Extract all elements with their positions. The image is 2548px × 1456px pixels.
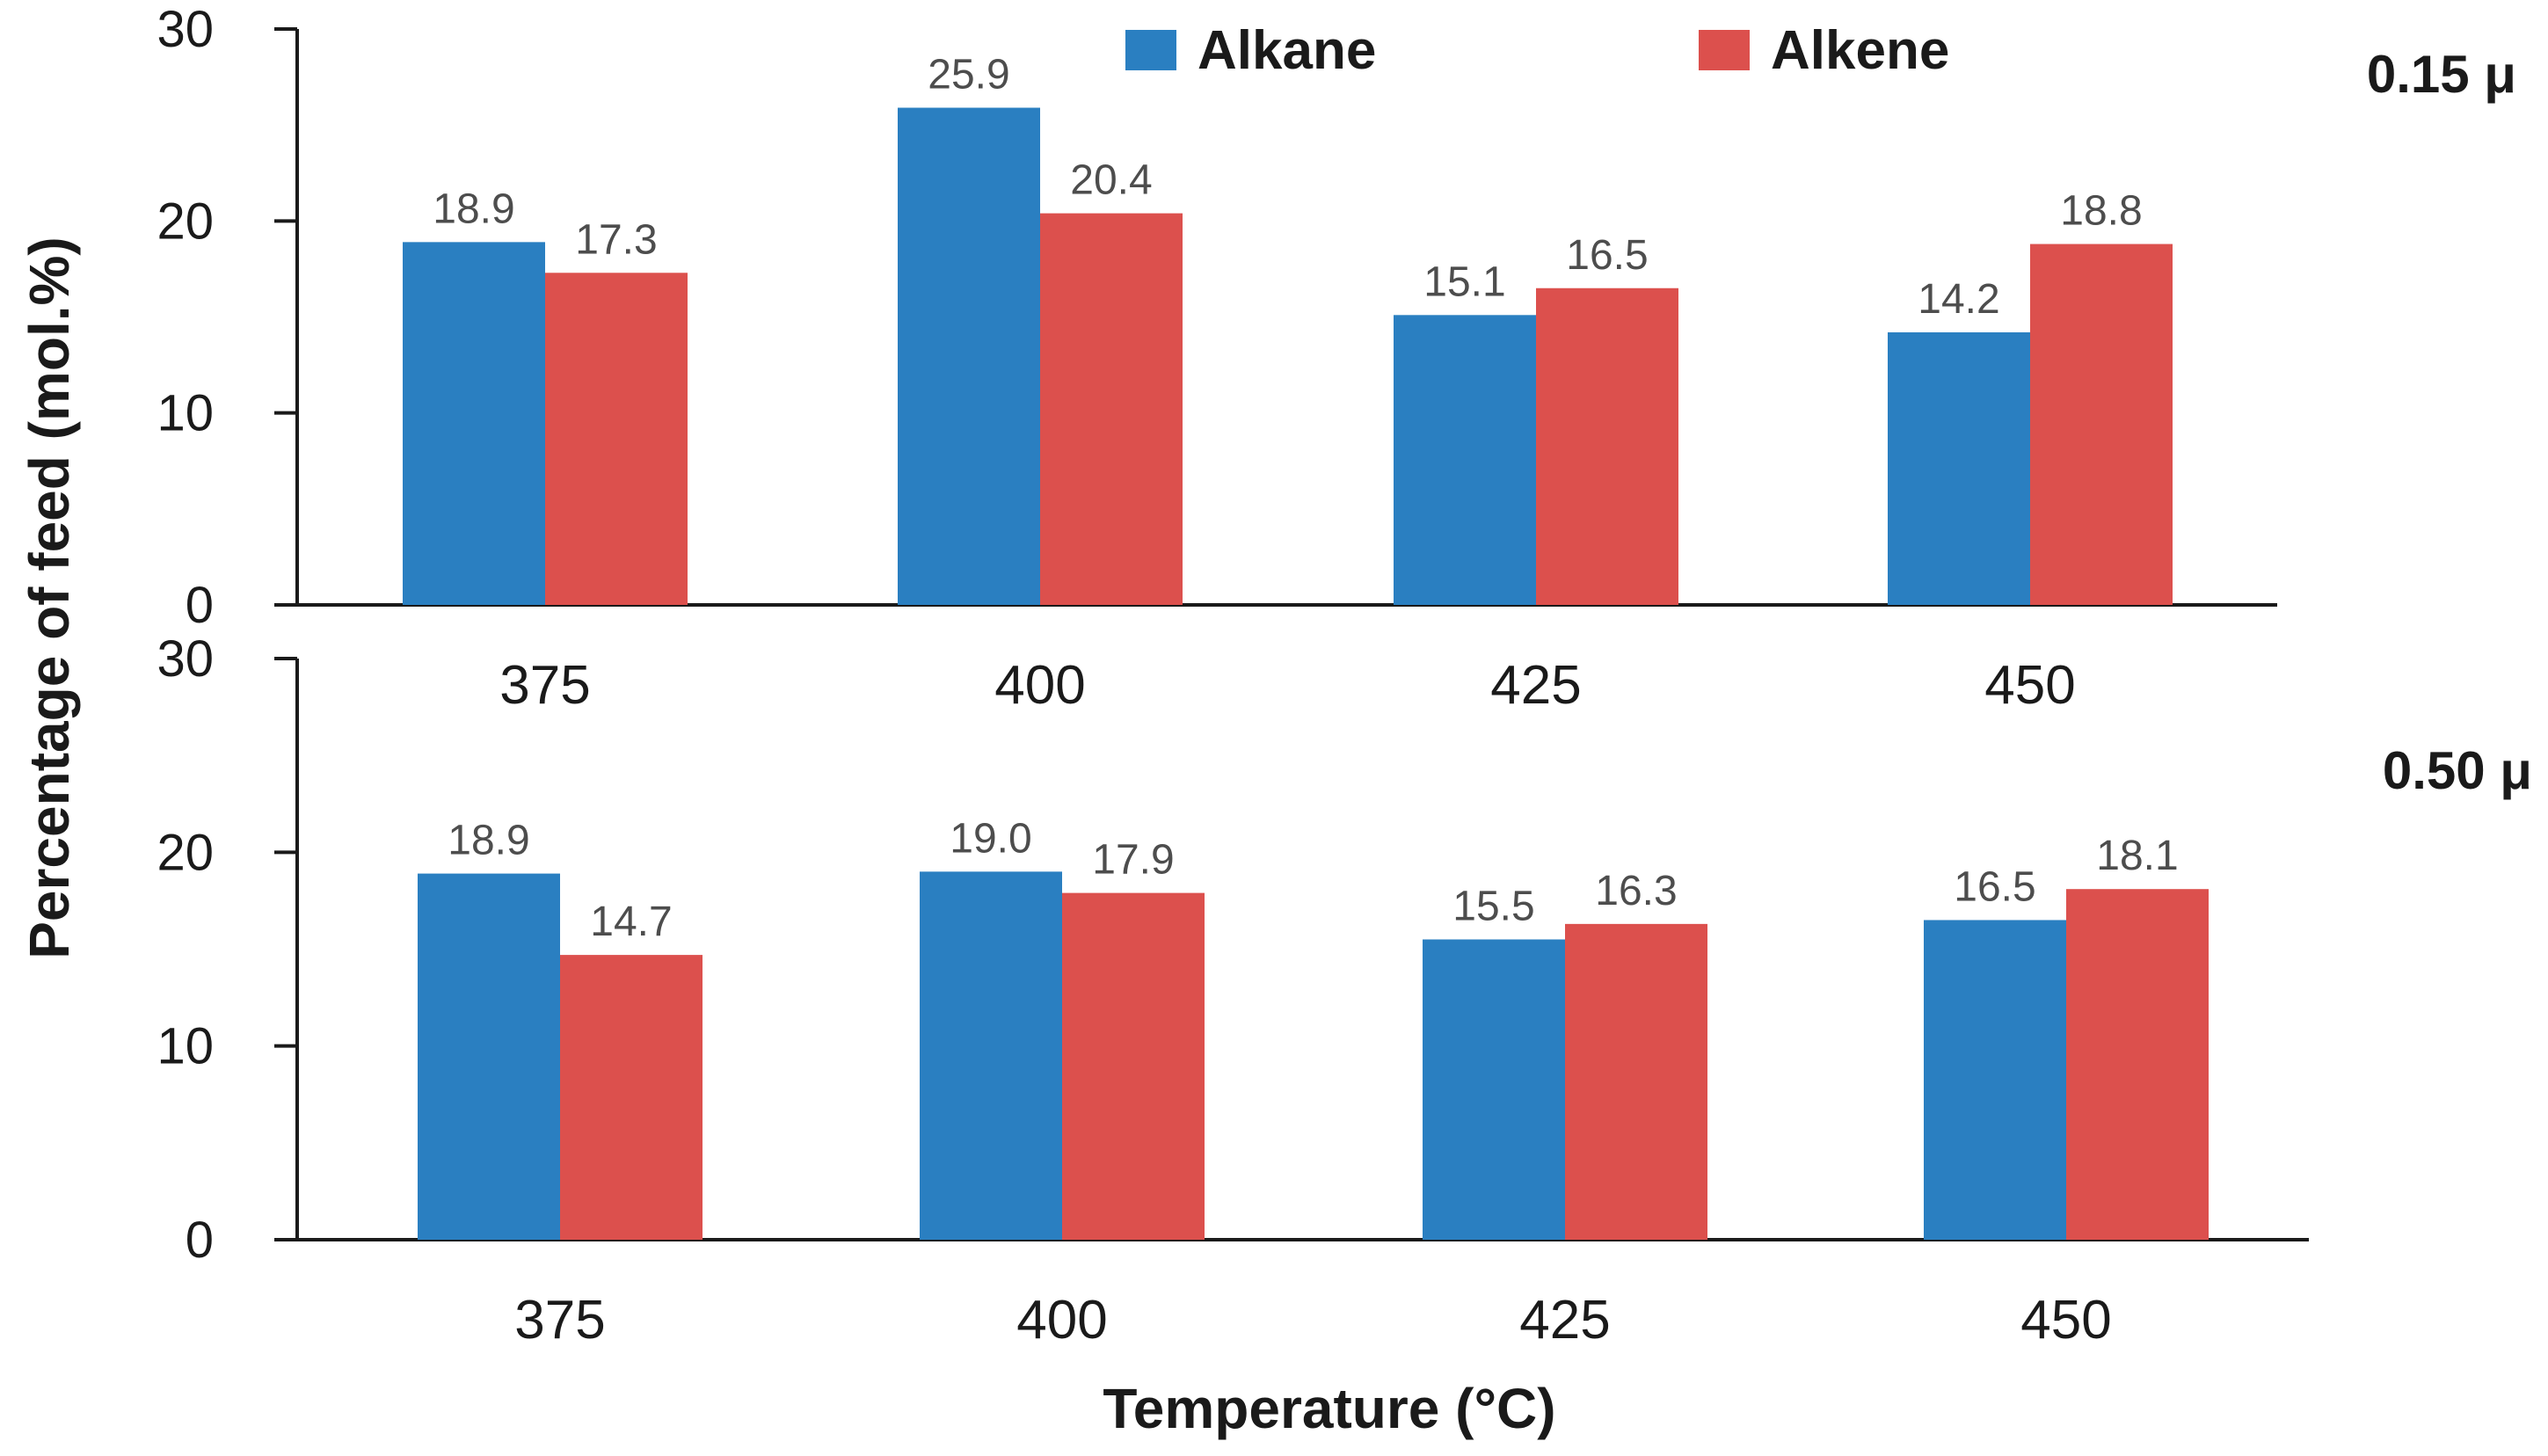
y-tick-label: 0 xyxy=(186,577,214,634)
bar-alkane-400 xyxy=(920,871,1062,1240)
bar-alkane-450 xyxy=(1924,920,2066,1240)
bar-alkene-450 xyxy=(2066,889,2209,1240)
bar-alkene-375 xyxy=(560,955,703,1240)
data-label-alkane-425: 15.1 xyxy=(1423,258,1505,305)
x-category-label: 400 xyxy=(1016,1290,1107,1350)
legend-label-alkane: Alkane xyxy=(1198,20,1376,81)
y-tick-label: 10 xyxy=(157,1018,214,1075)
y-axis-title: Percentage of feed (mol.%) xyxy=(18,237,81,959)
data-label-alkane-425: 15.5 xyxy=(1452,883,1534,929)
x-category-label: 400 xyxy=(994,655,1085,716)
x-category-label: 450 xyxy=(1984,655,2075,716)
data-label-alkene-400: 17.9 xyxy=(1092,837,1174,884)
bar-alkane-375 xyxy=(403,242,545,605)
data-label-alkane-400: 19.0 xyxy=(950,815,1031,862)
y-tick-label: 10 xyxy=(157,385,214,442)
legend-label-alkene: Alkene xyxy=(1771,20,1949,81)
legend-swatch-alkane xyxy=(1125,30,1176,70)
data-label-alkane-450: 16.5 xyxy=(1954,863,2035,910)
bar-alkane-425 xyxy=(1423,939,1565,1240)
legend-swatch-alkene xyxy=(1699,30,1750,70)
bar-alkene-425 xyxy=(1565,923,1707,1240)
data-label-alkane-400: 25.9 xyxy=(928,52,1009,98)
bar-alkane-425 xyxy=(1394,315,1536,605)
y-tick-label: 30 xyxy=(157,630,214,688)
y-tick-label: 0 xyxy=(186,1212,214,1269)
bar-alkene-450 xyxy=(2030,244,2173,605)
data-label-alkane-375: 18.9 xyxy=(433,186,514,232)
bar-alkene-375 xyxy=(545,273,688,605)
y-tick-label: 20 xyxy=(157,824,214,881)
y-tick-label: 30 xyxy=(157,1,214,58)
x-category-label: 375 xyxy=(514,1290,605,1350)
bar-alkane-400 xyxy=(898,107,1040,606)
data-label-alkene-450: 18.8 xyxy=(2060,188,2142,235)
data-label-alkene-375: 17.3 xyxy=(575,216,657,263)
panel-label: 0.50 μ xyxy=(2383,741,2532,800)
data-label-alkene-425: 16.5 xyxy=(1566,232,1648,279)
panel-label: 0.15 μ xyxy=(2367,45,2516,104)
bar-alkene-400 xyxy=(1040,213,1183,605)
x-category-label: 375 xyxy=(499,655,590,716)
bar-alkane-450 xyxy=(1888,331,2030,605)
x-category-label: 450 xyxy=(2020,1290,2111,1350)
y-tick-label: 20 xyxy=(157,193,214,250)
bar-alkene-425 xyxy=(1536,288,1678,605)
x-category-label: 425 xyxy=(1490,655,1581,716)
data-label-alkene-400: 20.4 xyxy=(1070,157,1152,204)
data-label-alkene-425: 16.3 xyxy=(1595,868,1677,914)
bar-alkene-400 xyxy=(1062,892,1205,1240)
x-axis-title: Temperature (°C) xyxy=(1103,1377,1555,1440)
bar-alkane-375 xyxy=(418,873,560,1240)
x-category-label: 425 xyxy=(1519,1290,1610,1350)
data-label-alkane-450: 14.2 xyxy=(1918,276,1999,323)
data-label-alkane-375: 18.9 xyxy=(448,818,529,864)
data-label-alkene-375: 14.7 xyxy=(590,899,672,945)
data-label-alkene-450: 18.1 xyxy=(2096,833,2178,879)
